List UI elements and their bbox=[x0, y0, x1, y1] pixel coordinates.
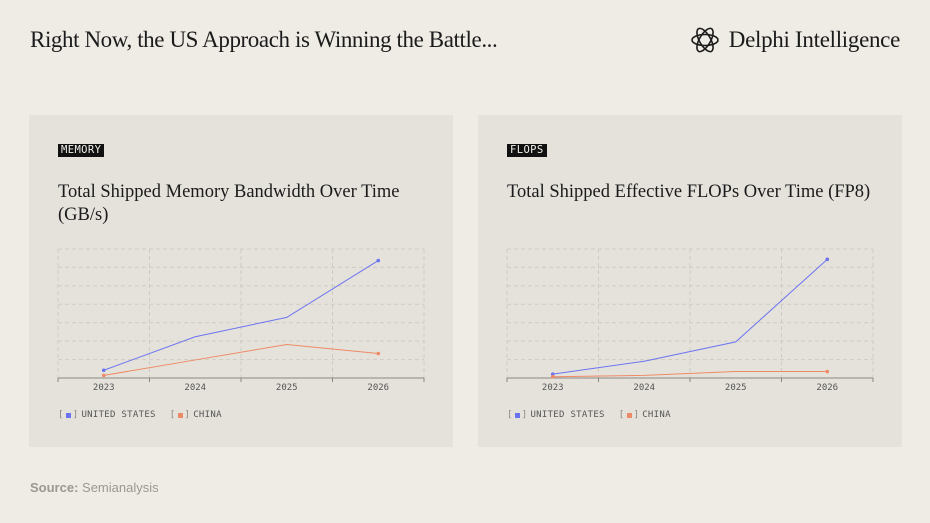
legend: [] UNITED STATES [] CHINA bbox=[507, 410, 671, 420]
x-tick-label: 2025 bbox=[725, 383, 747, 393]
chart-tag: MEMORY bbox=[58, 144, 105, 157]
chart-panel-flops: FLOPS Total Shipped Effective FLOPs Over… bbox=[478, 115, 902, 447]
data-point bbox=[550, 374, 555, 379]
brand: Delphi Intelligence bbox=[689, 24, 900, 56]
x-tick-label: 2023 bbox=[542, 383, 564, 393]
chart-tag: FLOPS bbox=[507, 144, 547, 157]
legend-item-us: [] UNITED STATES bbox=[58, 410, 156, 420]
source-note: Source: Semianalysis bbox=[30, 480, 159, 495]
data-point bbox=[825, 369, 830, 374]
legend-swatch-china bbox=[626, 412, 632, 418]
legend: [] UNITED STATES [] CHINA bbox=[58, 410, 222, 420]
series-line-us bbox=[103, 260, 379, 371]
legend-swatch-us bbox=[514, 412, 520, 418]
x-tick-label: 2023 bbox=[93, 383, 115, 393]
chart-flops: 2023 2024 2025 2026 bbox=[506, 248, 874, 393]
chart-panel-memory: MEMORY Total Shipped Memory Bandwidth Ov… bbox=[29, 115, 453, 447]
series-line-us bbox=[552, 258, 828, 375]
data-point bbox=[376, 258, 381, 263]
series-line-china bbox=[103, 343, 379, 376]
legend-item-china: [] CHINA bbox=[618, 410, 671, 420]
x-tick-label: 2026 bbox=[816, 383, 838, 393]
brand-name: Delphi Intelligence bbox=[728, 27, 901, 52]
source-value: Semianalysis bbox=[82, 480, 159, 495]
legend-item-us: [] UNITED STATES bbox=[507, 410, 605, 420]
legend-label-us: UNITED STATES bbox=[530, 410, 605, 420]
source-label: Source: bbox=[30, 480, 79, 495]
chart-title: Total Shipped Memory Bandwidth Over Time… bbox=[58, 182, 400, 225]
x-tick-label: 2024 bbox=[184, 383, 206, 393]
legend-label-china: CHINA bbox=[642, 410, 671, 420]
series-line-china bbox=[552, 371, 828, 378]
x-tick-label: 2025 bbox=[276, 383, 298, 393]
data-point bbox=[101, 368, 106, 373]
legend-label-china: CHINA bbox=[193, 410, 222, 420]
legend-item-china: [] CHINA bbox=[169, 410, 222, 420]
legend-swatch-us bbox=[65, 412, 71, 418]
delphi-logo-icon bbox=[690, 27, 719, 53]
legend-label-us: UNITED STATES bbox=[81, 410, 156, 420]
data-point bbox=[550, 372, 555, 376]
data-point bbox=[101, 373, 106, 378]
x-tick-label: 2024 bbox=[633, 383, 655, 393]
chart-title: Total Shipped Effective FLOPs Over Time … bbox=[507, 182, 871, 202]
data-point bbox=[376, 351, 381, 356]
chart-memory: 2023 2024 2025 2026 bbox=[57, 248, 425, 393]
data-point bbox=[825, 257, 830, 262]
legend-swatch-china bbox=[177, 412, 183, 418]
x-tick-label: 2026 bbox=[367, 383, 389, 393]
page-title: Right Now, the US Approach is Winning th… bbox=[30, 27, 498, 52]
